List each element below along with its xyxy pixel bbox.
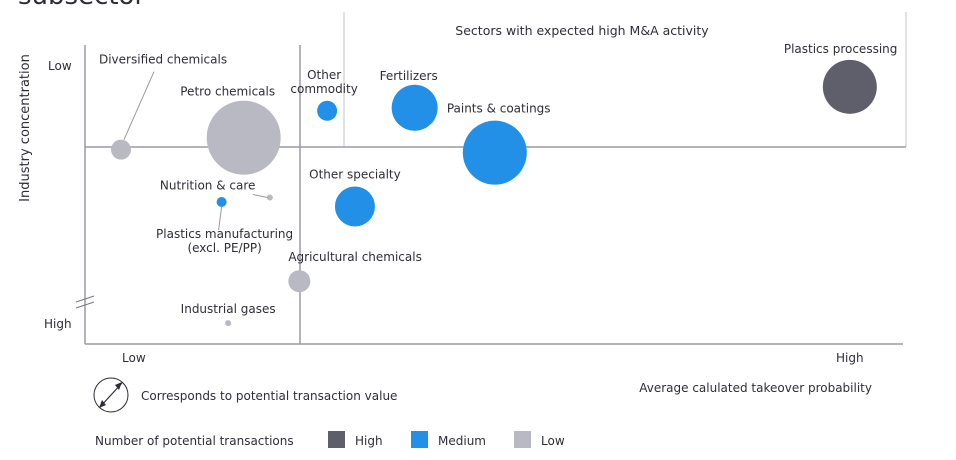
bubble-label: Paints & coatings bbox=[447, 102, 551, 116]
legend-swatch-high bbox=[328, 431, 345, 448]
legend-label: Low bbox=[541, 434, 565, 448]
legend-swatch-medium bbox=[411, 431, 428, 448]
x-tick-low: Low bbox=[122, 351, 146, 365]
y-tick-low: Low bbox=[48, 59, 72, 73]
bubble-7 bbox=[266, 194, 273, 201]
bubble-label: Industrial gases bbox=[181, 302, 276, 316]
leader-line bbox=[123, 71, 155, 140]
x-axis-label: Average calulated takeover probability bbox=[639, 381, 872, 395]
bubble-4 bbox=[462, 120, 527, 185]
x-tick-high: High bbox=[836, 351, 864, 365]
y-axis-label: Industry concentration bbox=[18, 54, 33, 202]
bubble-6 bbox=[334, 186, 375, 227]
arrow-head bbox=[99, 400, 106, 408]
bubble-2 bbox=[317, 100, 338, 121]
color-legend-title: Number of potential transactions bbox=[95, 434, 294, 448]
bubble-label: Diversified chemicals bbox=[99, 53, 227, 67]
bubble-label: Agricultural chemicals bbox=[288, 250, 422, 264]
leader-line bbox=[218, 206, 223, 231]
bubble-label: Plastics processing bbox=[784, 42, 898, 56]
legend-label: Medium bbox=[438, 434, 486, 448]
bubble-3 bbox=[391, 84, 438, 131]
leader-line bbox=[252, 193, 268, 198]
bubble-8 bbox=[216, 196, 227, 207]
bubble-label: Petro chemicals bbox=[180, 85, 275, 99]
y-tick-high: High bbox=[44, 317, 72, 331]
bubble-0 bbox=[110, 139, 131, 160]
bubble-label: Other specialty bbox=[309, 167, 401, 181]
quadrant-label: Sectors with expected high M&A activity bbox=[455, 23, 709, 38]
bubble-10 bbox=[225, 320, 232, 327]
axis-break-mark bbox=[75, 295, 95, 303]
bubble-label: Nutrition & care bbox=[160, 178, 256, 192]
size-legend-icon bbox=[93, 377, 129, 413]
legend-label: High bbox=[355, 434, 383, 448]
bubble-label: Fertilizers bbox=[380, 69, 438, 83]
bubble-label: Other commodity bbox=[290, 68, 357, 96]
legend-swatch-low bbox=[514, 431, 531, 448]
axis-break-mark bbox=[75, 301, 95, 309]
bubble-1 bbox=[206, 100, 281, 175]
bubble-5 bbox=[822, 59, 877, 114]
chart-title: subsector bbox=[18, 0, 145, 11]
bubble-9 bbox=[288, 270, 311, 293]
bubble-label: Plastics manufacturing (excl. PE/PP) bbox=[156, 227, 293, 255]
size-legend-text: Corresponds to potential transaction val… bbox=[141, 389, 397, 403]
arrow-head bbox=[115, 382, 122, 390]
